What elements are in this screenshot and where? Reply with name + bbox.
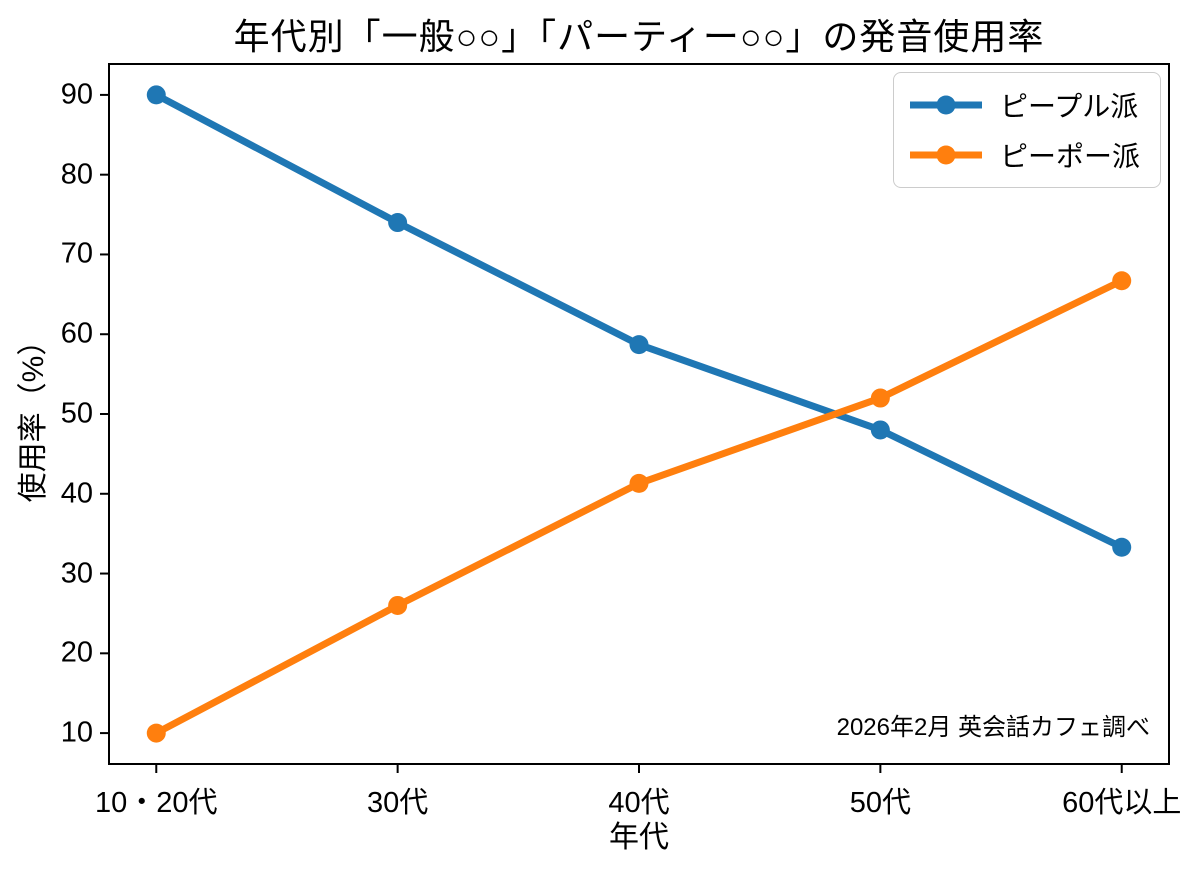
data-point-marker [146, 85, 166, 105]
legend-item-people: ピープル派 [906, 83, 1140, 127]
y-tick-label: 80 [60, 158, 93, 191]
data-point-marker [629, 335, 649, 355]
data-point-marker [146, 723, 166, 743]
axes-frame [108, 63, 1170, 765]
y-axis-label: 使用率（%） [17, 325, 50, 503]
y-tick-label: 90 [60, 78, 93, 111]
y-tick-label: 60 [60, 317, 93, 350]
y-tick-label: 70 [60, 237, 93, 270]
legend-line-marker-icon [909, 95, 982, 115]
y-tick-label: 30 [60, 557, 93, 590]
y-tick-label: 50 [60, 397, 93, 430]
data-point-marker [870, 388, 890, 408]
data-point-marker [870, 420, 890, 440]
data-point-marker [629, 473, 649, 493]
legend-line-marker-icon [909, 145, 982, 165]
legend-item-peepo: ピーポー派 [906, 133, 1140, 177]
chart-title: 年代別「一般○○」「パーティー○○」の発音使用率 [233, 16, 1045, 57]
data-point-marker [388, 595, 408, 615]
legend-label-people: ピープル派 [999, 91, 1139, 122]
data-point-marker [1112, 271, 1132, 291]
y-tick-label: 40 [60, 477, 93, 510]
y-tick-label: 20 [60, 636, 93, 669]
legend-label-peepo: ピーポー派 [999, 141, 1140, 172]
x-axis-label: 年代 [609, 821, 669, 854]
plot-area: ピープル派 ピーポー派 2026年2月 英会話カフェ調べ [100, 63, 1170, 773]
data-point-marker [388, 213, 408, 233]
data-point-marker [1112, 537, 1132, 557]
y-tick-label: 10 [60, 716, 93, 749]
legend: ピープル派 ピーポー派 [892, 72, 1161, 188]
chart-canvas [100, 63, 1170, 773]
source-annotation: 2026年2月 英会話カフェ調べ [836, 714, 1150, 741]
